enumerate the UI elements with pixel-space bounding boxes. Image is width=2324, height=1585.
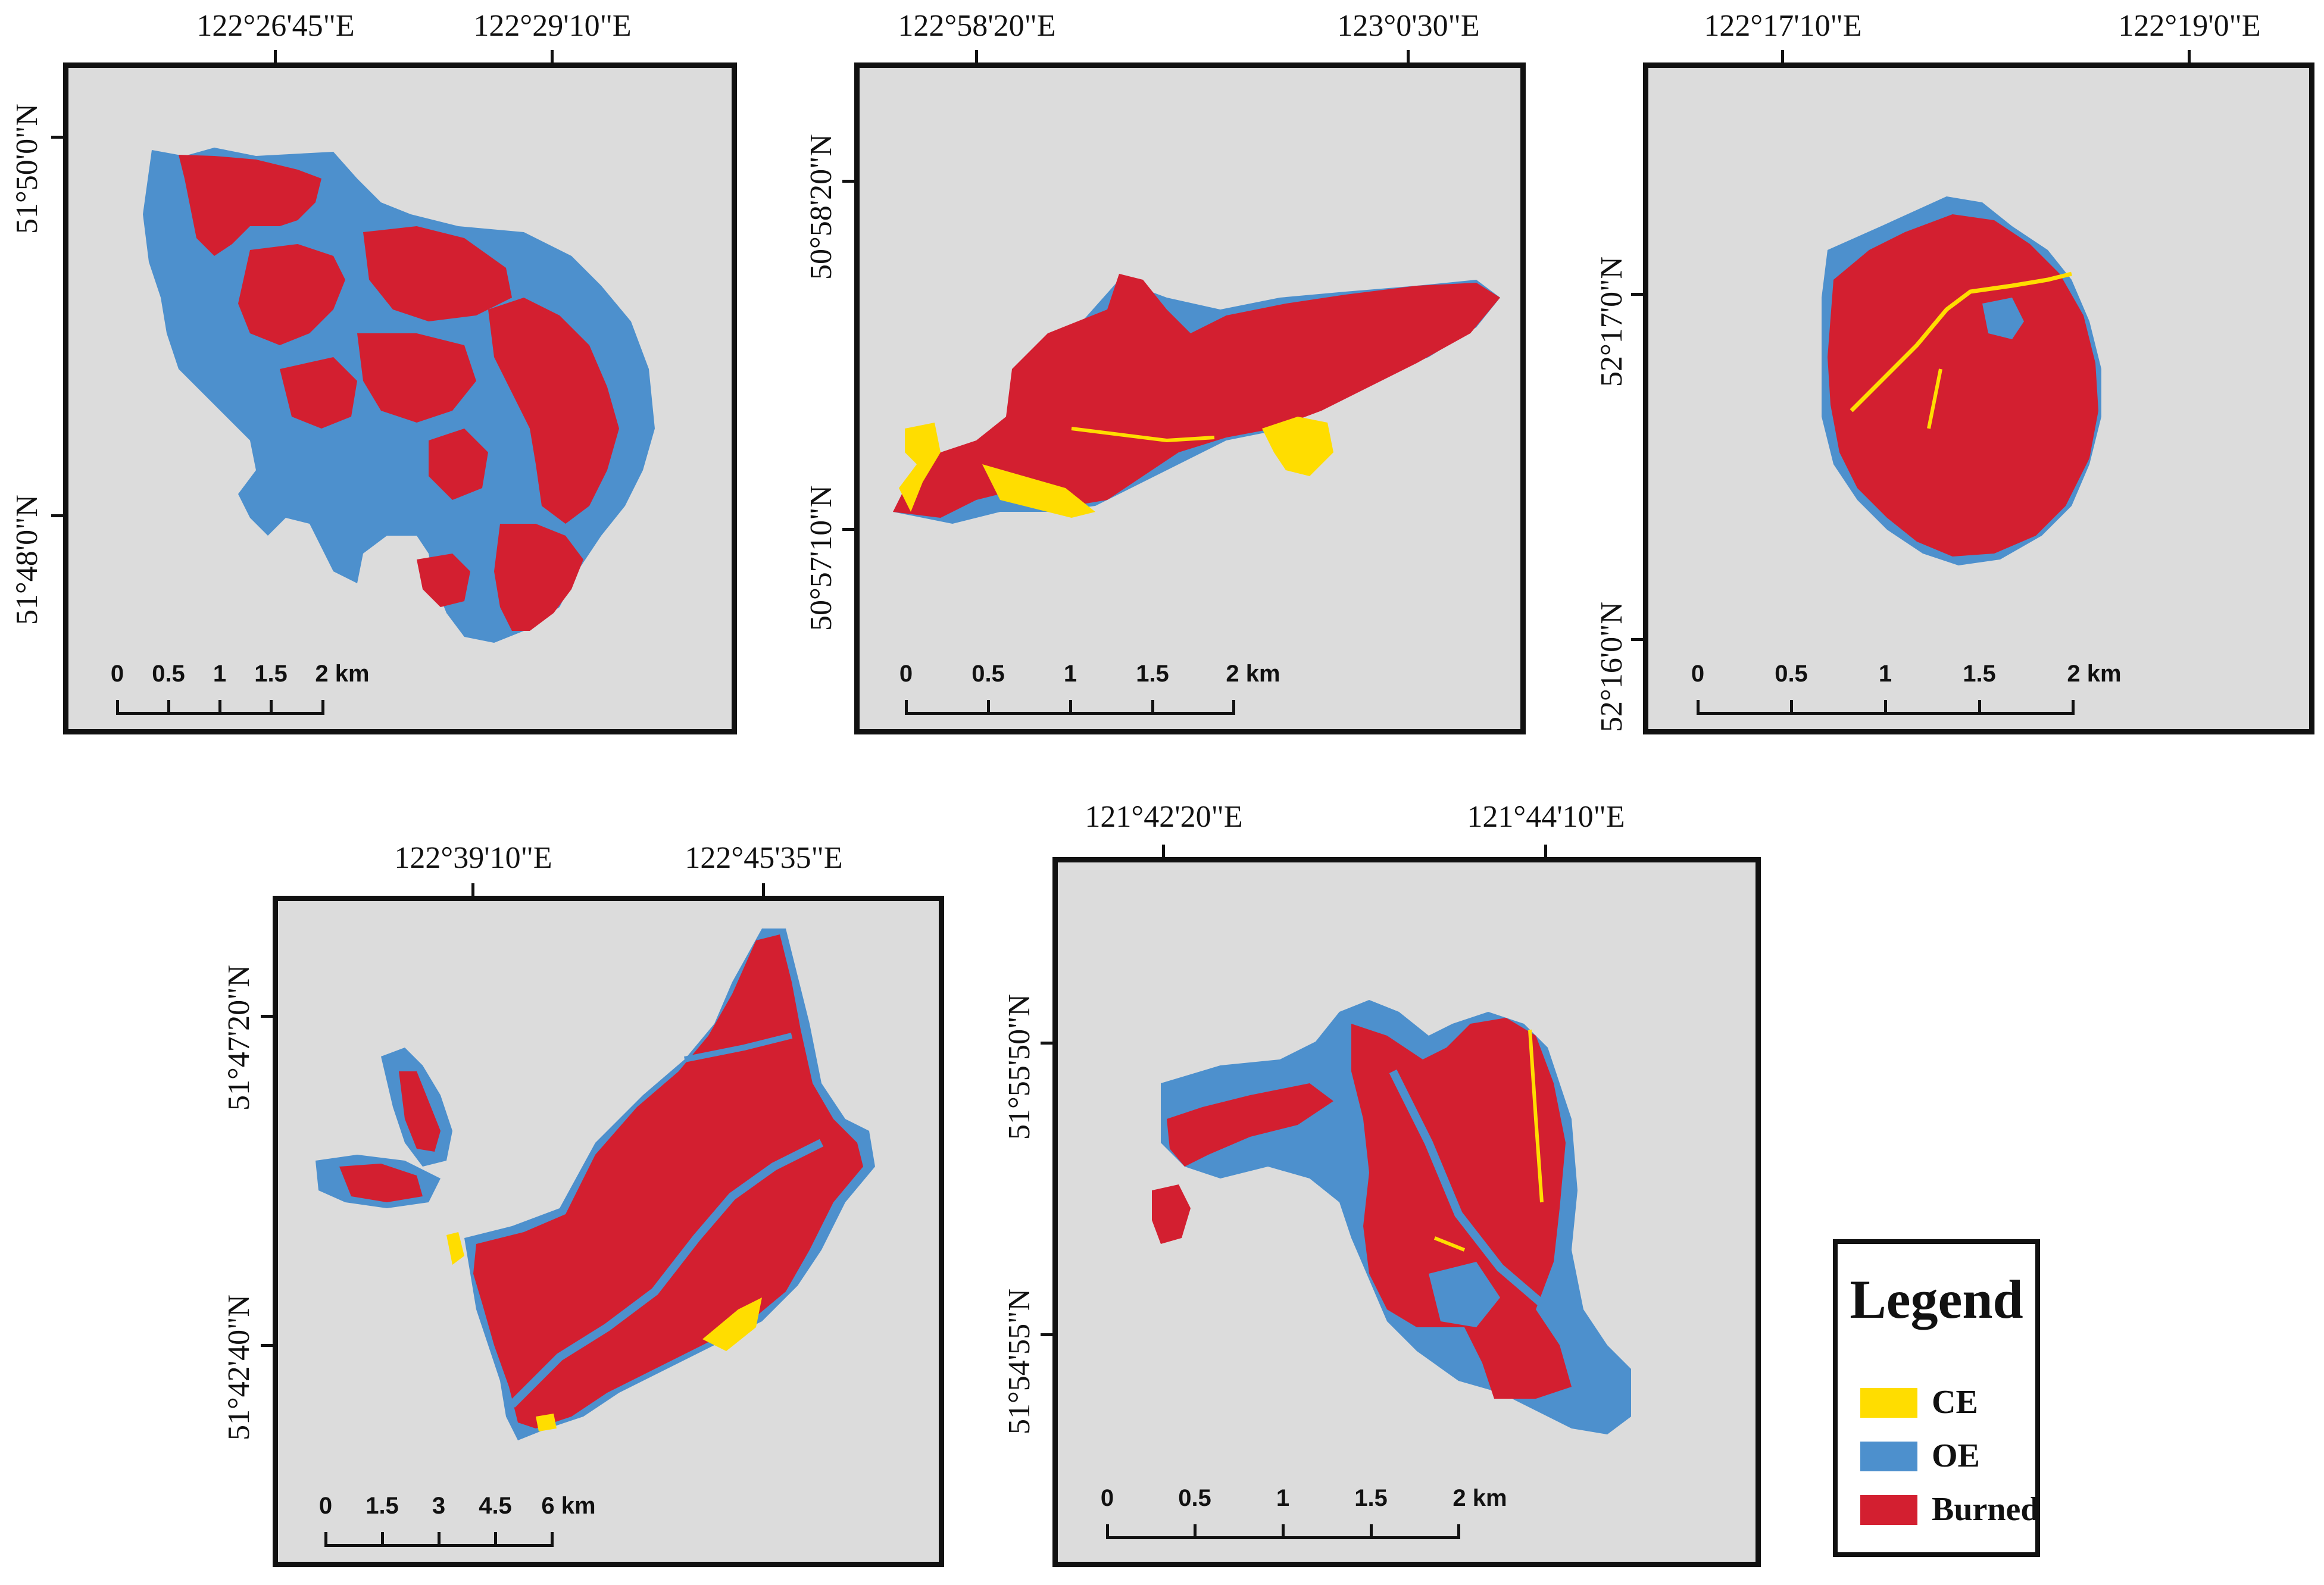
- panel-4-y-tick-2: [261, 1344, 274, 1347]
- panel-1-burned-area: [488, 298, 619, 524]
- panel-2-y-tick-2: [842, 528, 855, 531]
- legend-title: Legend: [1850, 1269, 2023, 1330]
- panel-3-x-label-2: 122°19'0"E: [2118, 9, 2261, 43]
- panel-5-oe-channel: [1389, 1069, 1545, 1307]
- panel-4-ce-area: [702, 1298, 762, 1351]
- panel-3-x-tick-1: [1781, 50, 1784, 63]
- panel-4-burned-area: [399, 1071, 441, 1152]
- panel-1-scale-bar: 0 0.5 1 1.5 2 km: [111, 661, 370, 726]
- panel-2-burned-area: [893, 274, 1500, 518]
- panel-1-burned-area: [494, 524, 583, 631]
- panel-5-y-tick-2: [1041, 1333, 1054, 1336]
- panel-4-burned-area: [339, 1164, 423, 1202]
- panel-3-scale-bar: 0 0.5 1 1.5 2 km: [1691, 661, 2122, 726]
- panel-2-x-label-2: 123°0'30"E: [1337, 9, 1480, 43]
- panel-2-x-tick-1: [975, 50, 978, 63]
- panel-5-burned-area: [1152, 1184, 1191, 1244]
- legend-label-burned: Burned: [1932, 1491, 2039, 1528]
- panel-1-x-tick-1: [274, 50, 277, 63]
- panel-4-scale-bar: 0 1.5 3 4.5 6 km: [319, 1493, 596, 1558]
- panel-1-x-tick-2: [551, 50, 554, 63]
- panel-4-x-label-1: 122°39'10"E: [394, 841, 552, 875]
- panel-3-ce-line: [1850, 271, 2072, 412]
- panel-3-oe-hole: [1982, 298, 2024, 339]
- panel-4-burned-area: [473, 934, 863, 1428]
- panel-4-ce-area: [446, 1232, 464, 1265]
- panel-3-burned-area: [1828, 214, 2098, 557]
- panel-4-y-tick-1: [261, 1015, 274, 1018]
- panel-2-ce-area: [982, 464, 1095, 518]
- panel-5-scale-bar: 0 0.5 1 1.5 2 km: [1101, 1485, 1507, 1550]
- panel-4-oe-channel: [509, 1139, 824, 1408]
- panel-2-ce-area: [1262, 417, 1333, 476]
- legend: Legend CE OE Burned: [1833, 1239, 2040, 1557]
- legend-swatch-burned: [1860, 1495, 1917, 1525]
- panel-3-x-label-1: 122°17'10"E: [1704, 9, 1862, 43]
- panel-4-x-tick-2: [762, 883, 765, 896]
- panel-2-ce-area: [899, 423, 941, 512]
- panel-1-burned-area: [238, 244, 345, 345]
- panel-5-x-tick-1: [1162, 845, 1165, 858]
- panel-2-ce-line: [1071, 427, 1215, 443]
- legend-swatch-ce: [1860, 1388, 1917, 1418]
- panel-3-y-tick-2: [1631, 638, 1644, 641]
- panel-1-burned-area: [429, 429, 488, 500]
- panel-1-x-label-2: 122°29'10"E: [473, 9, 632, 43]
- panel-5-y-label-1: 51°55'50"N: [1002, 994, 1036, 1140]
- panel-5-y-tick-1: [1041, 1042, 1054, 1045]
- panel-1-burned-area: [417, 554, 470, 607]
- panel-5-oe-area: [1429, 1262, 1500, 1327]
- panel-1-burned-area: [363, 226, 512, 321]
- panel-1-y-tick-2: [51, 514, 64, 517]
- panel-2-x-tick-2: [1407, 50, 1410, 63]
- legend-label-oe: OE: [1932, 1437, 1980, 1474]
- panel-3-ce-line: [1927, 368, 1942, 429]
- panel-5-ce-line: [1433, 1236, 1466, 1252]
- legend-label-ce: CE: [1932, 1384, 1978, 1421]
- panel-2-scale-bar: 0 0.5 1 1.5 2 km: [899, 661, 1280, 726]
- panel-5-y-label-2: 51°54'55"N: [1002, 1289, 1036, 1434]
- panel-4-ce-area: [536, 1414, 557, 1431]
- panel-4-oe-channel: [684, 1033, 793, 1062]
- panel-5-burned-area: [1351, 1018, 1572, 1399]
- panel-4-x-label-2: 122°45'35"E: [685, 841, 843, 875]
- panel-5-ce-line: [1528, 1029, 1544, 1203]
- panel-5-x-label-2: 121°44'10"E: [1467, 800, 1625, 834]
- panel-1-y-tick-1: [51, 136, 64, 139]
- panel-1-burned-area: [280, 357, 357, 429]
- panel-3-x-tick-2: [2188, 50, 2191, 63]
- panel-3-y-tick-1: [1631, 293, 1644, 296]
- legend-swatch-oe: [1860, 1442, 1917, 1471]
- panel-5-x-label-1: 121°42'20"E: [1085, 800, 1243, 834]
- panel-1-x-label-1: 122°26'45"E: [196, 9, 355, 43]
- panel-2-y-tick-1: [842, 180, 855, 183]
- panel-2-x-label-1: 122°58'20"E: [898, 9, 1056, 43]
- panel-5-burned-area: [1167, 1083, 1333, 1167]
- panel-5-x-tick-2: [1544, 845, 1547, 858]
- panel-1-burned-area: [357, 333, 476, 423]
- panel-1-burned-area: [179, 155, 321, 256]
- panel-4-x-tick-1: [471, 883, 474, 896]
